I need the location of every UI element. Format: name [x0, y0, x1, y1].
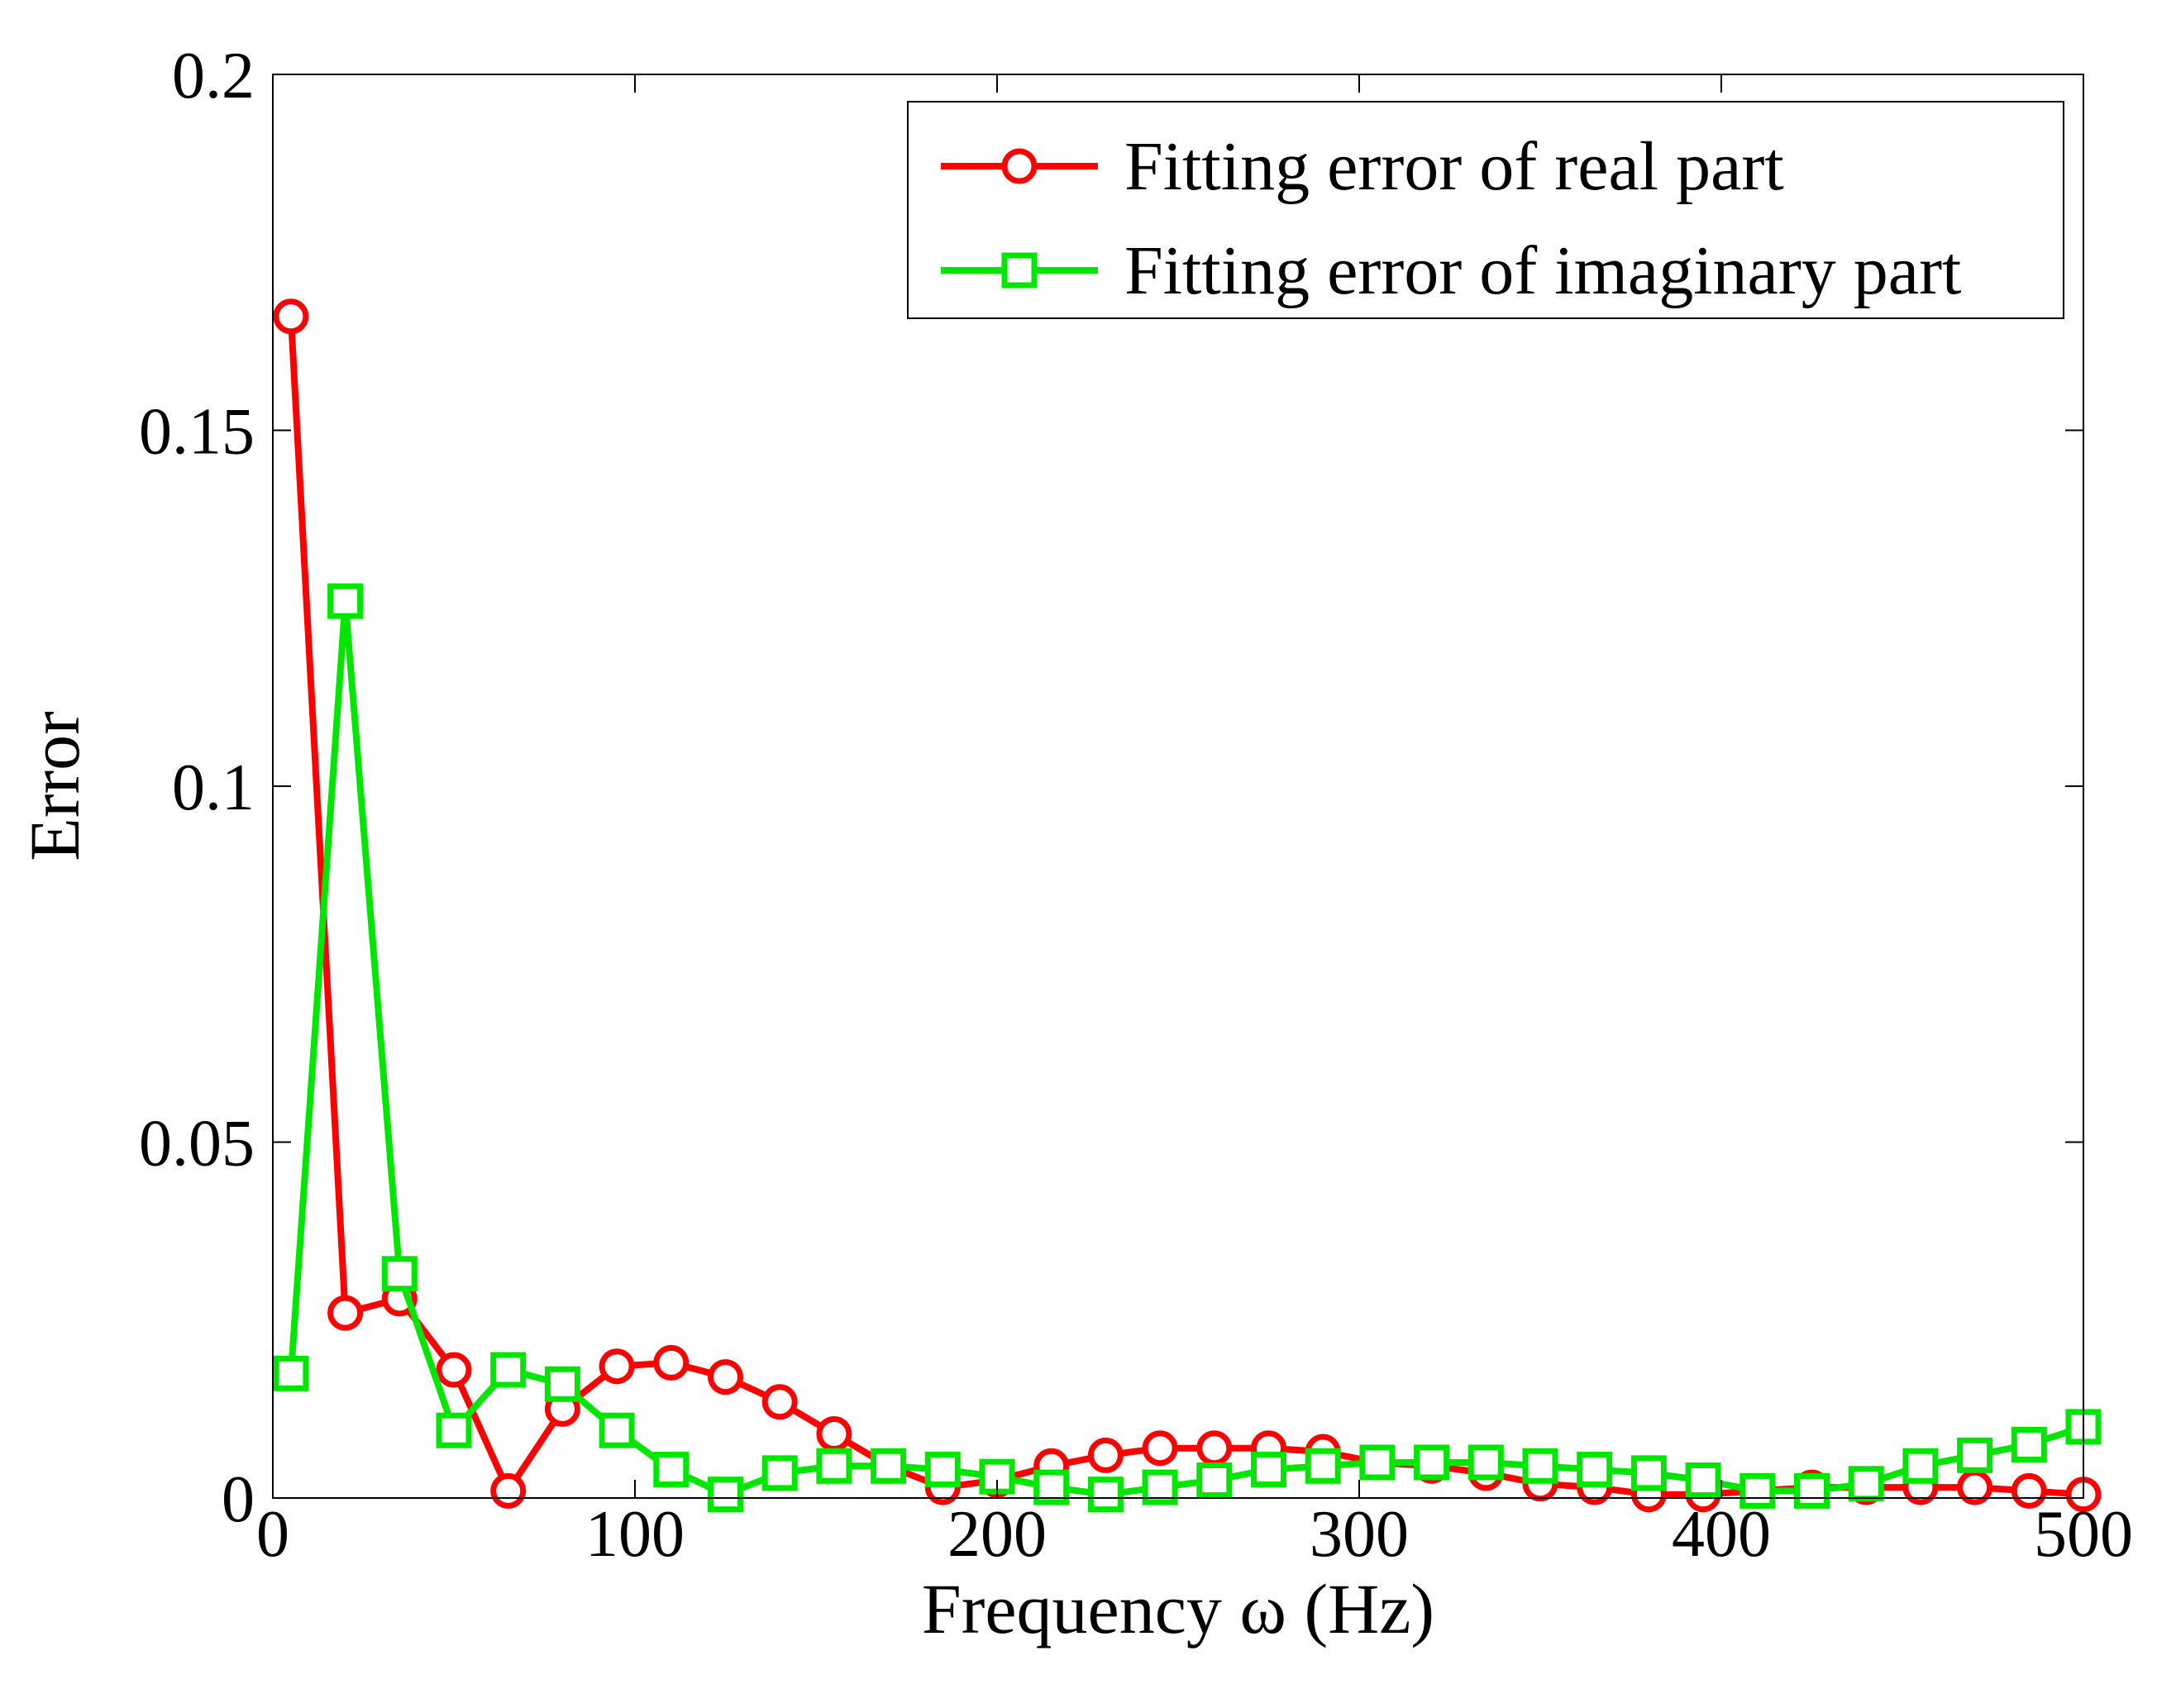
x-tick-label: 100 — [585, 1498, 685, 1571]
data-point — [1522, 1448, 1558, 1484]
y-tick-label: 0.1 — [172, 751, 255, 824]
data-point — [327, 583, 364, 619]
series-imaginary-part — [273, 583, 2102, 1513]
data-point — [871, 1448, 907, 1484]
data-point — [490, 1352, 527, 1388]
data-point — [1577, 1452, 1613, 1488]
data-point — [273, 298, 309, 335]
x-tick-label: 500 — [2034, 1498, 2133, 1571]
data-point — [599, 1412, 635, 1448]
data-point — [599, 1348, 635, 1385]
plot-area — [273, 298, 2102, 1513]
legend-marker — [1001, 252, 1038, 289]
legend-box — [907, 101, 2064, 319]
x-axis-label: Frequency ω (Hz) — [922, 1569, 1434, 1648]
data-point — [1848, 1466, 1884, 1502]
data-point — [327, 1295, 364, 1331]
data-point — [1685, 1462, 1721, 1498]
data-point — [436, 1412, 472, 1448]
y-tick-label: 0.05 — [139, 1108, 255, 1181]
series-line — [287, 598, 2085, 1498]
x-tick-label: 0 — [256, 1498, 289, 1571]
data-point — [273, 1355, 309, 1391]
data-point — [1739, 1472, 1776, 1509]
data-point — [1359, 1444, 1396, 1481]
data-point — [2011, 1426, 2047, 1462]
legend: Fitting error of real part Fitting error … — [907, 101, 2064, 319]
data-point — [1902, 1448, 1939, 1484]
data-point — [816, 1448, 852, 1484]
y-axis-label: Error — [15, 711, 94, 861]
x-tick-label: 300 — [1310, 1498, 1409, 1571]
data-point — [1251, 1452, 1286, 1488]
data-point — [1414, 1444, 1450, 1481]
axes: 0 100 200 300 400 500 0 0.05 0.1 0.15 0.2 — [139, 40, 2133, 1571]
data-point — [544, 1366, 580, 1402]
data-point — [1630, 1455, 1667, 1491]
data-point — [1196, 1462, 1233, 1498]
x-tick-label: 200 — [947, 1498, 1047, 1571]
data-point — [708, 1477, 743, 1513]
data-point — [490, 1472, 527, 1509]
data-point — [816, 1416, 852, 1453]
data-point — [653, 1452, 690, 1488]
data-point — [1087, 1477, 1124, 1513]
data-point — [1305, 1448, 1341, 1484]
legend-label: Fitting error of imaginary part — [1124, 232, 1961, 309]
data-point — [924, 1452, 961, 1488]
legend-label: Fitting error of real part — [1124, 128, 1784, 205]
data-point — [708, 1359, 743, 1396]
data-point — [1087, 1437, 1124, 1473]
data-point — [1142, 1430, 1178, 1467]
legend-marker — [1001, 148, 1038, 184]
data-point — [1196, 1430, 1233, 1467]
y-tick-label: 0.2 — [172, 40, 255, 112]
y-tick-label: 0 — [222, 1463, 255, 1536]
data-point — [761, 1384, 798, 1420]
data-point — [381, 1256, 418, 1292]
data-point — [653, 1344, 690, 1381]
data-point — [436, 1352, 472, 1388]
data-point — [1794, 1472, 1830, 1509]
data-point — [761, 1455, 798, 1491]
data-point — [1467, 1444, 1504, 1481]
x-tick-label: 400 — [1672, 1498, 1771, 1571]
y-tick-label: 0.15 — [139, 396, 255, 469]
data-point — [1957, 1437, 1993, 1473]
